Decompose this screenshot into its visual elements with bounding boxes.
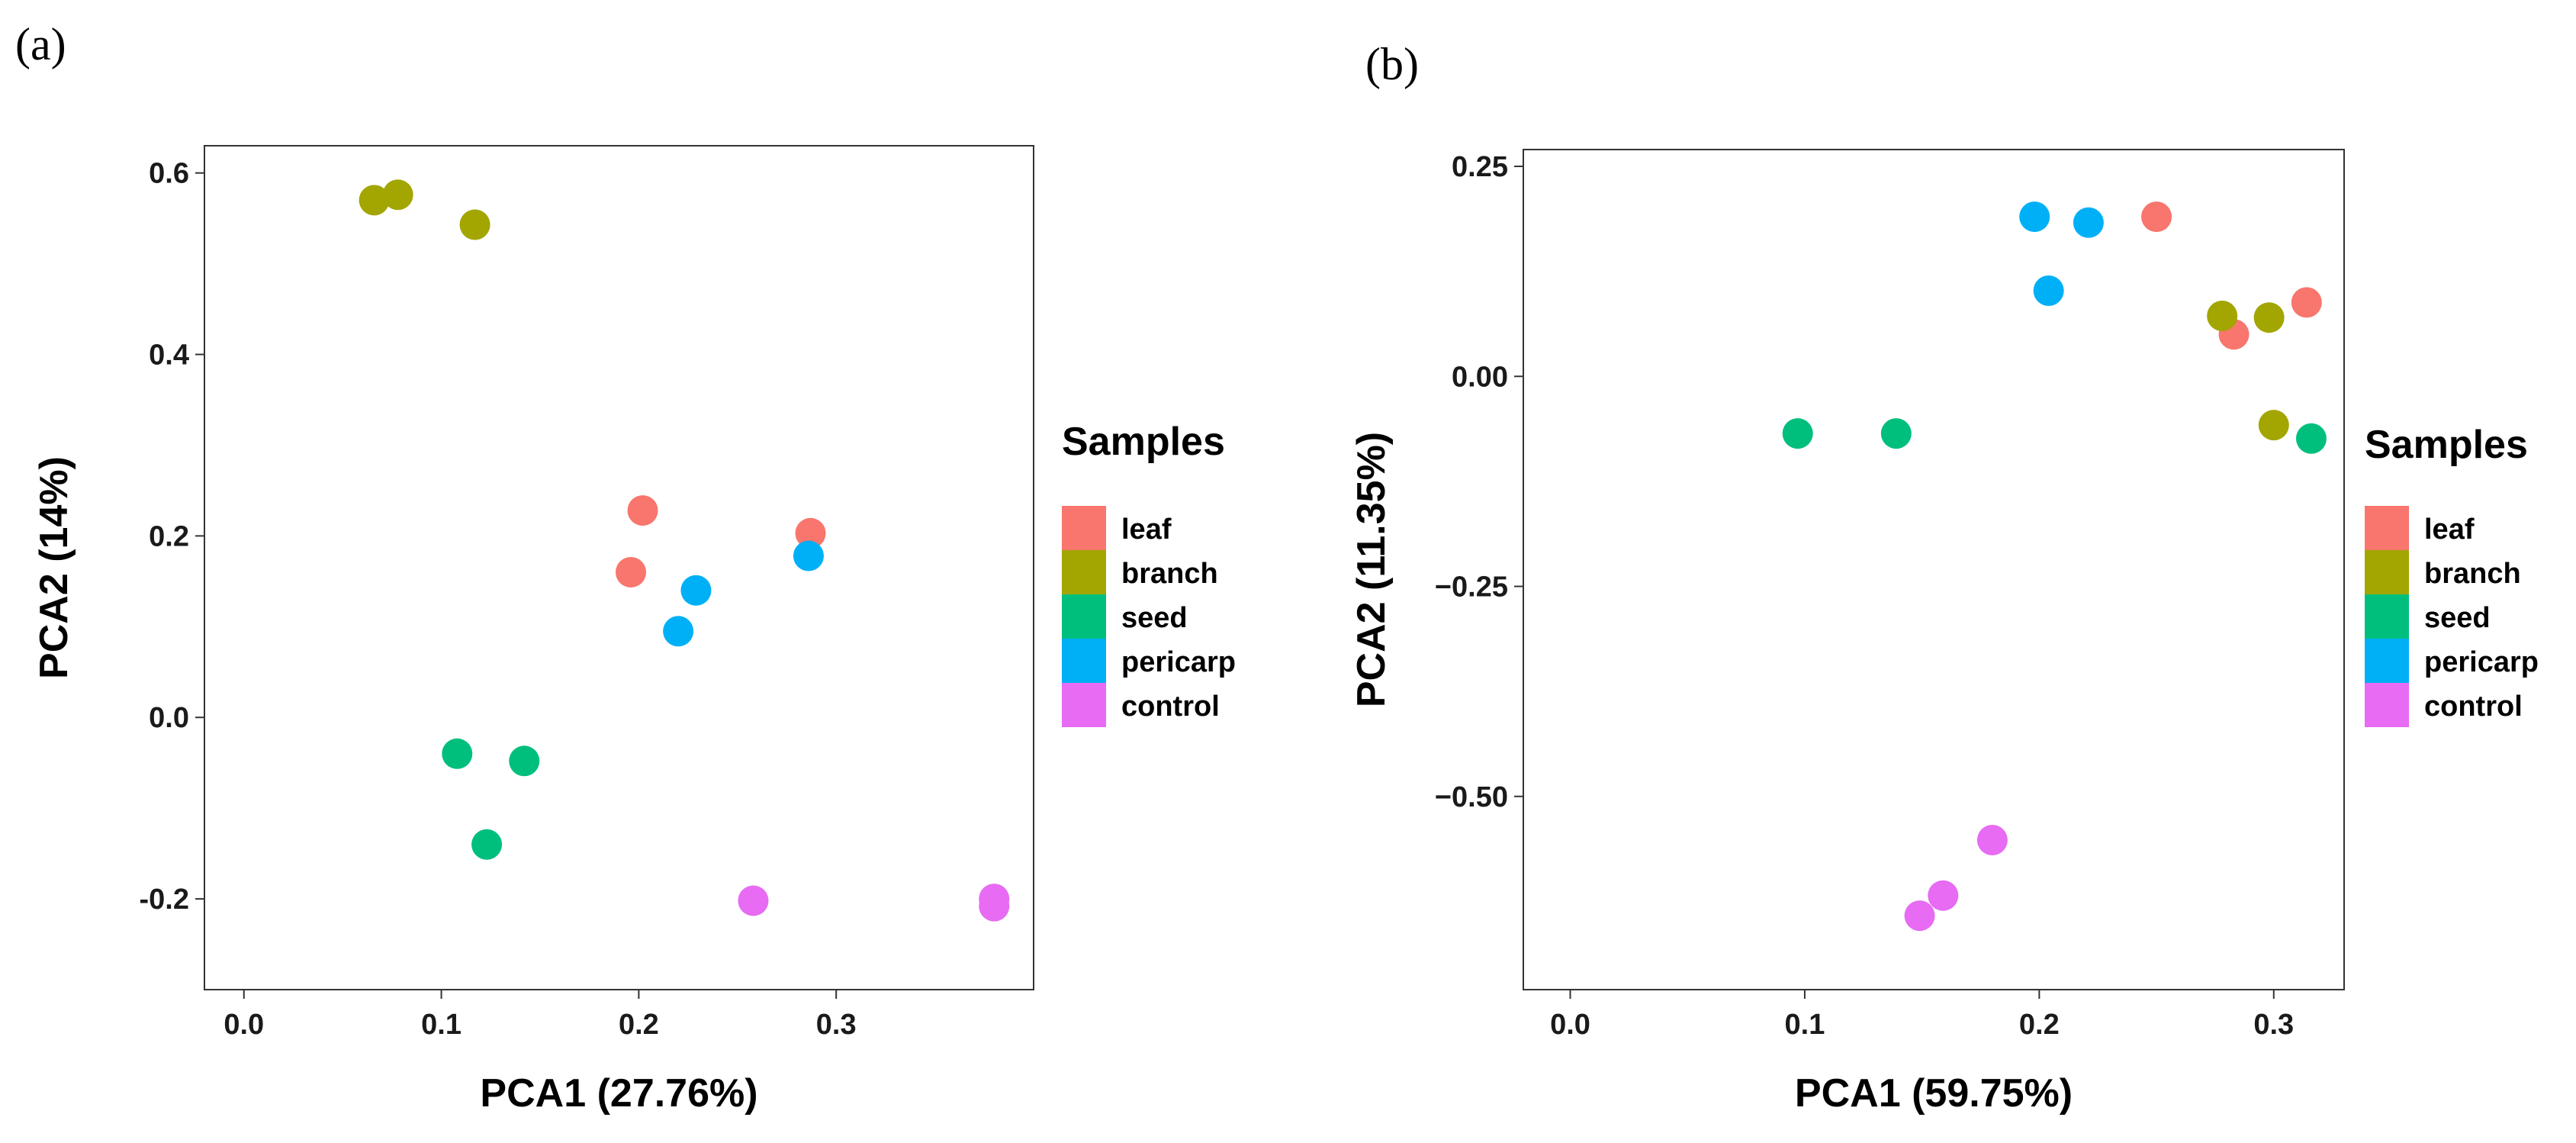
point-control-a: [979, 890, 1010, 922]
chart-b: (b) 0.0 0.1 0.2 0.3 −0.50 −0.25 0.00 0.25 PCA1 (5…: [1349, 39, 2539, 1116]
x-tick-label-a: 0.1: [421, 1009, 461, 1041]
point-control-b: [1976, 825, 2008, 856]
x-tick-label-a: 0.2: [619, 1009, 659, 1041]
y-tick-label-b: −0.25: [1435, 572, 1508, 604]
point-leaf-a: [616, 556, 647, 588]
legend-key-leaf-a: [1062, 506, 1106, 550]
panel-label-a: (a): [15, 19, 66, 69]
point-leaf-b: [2291, 287, 2322, 318]
point-control-a: [738, 885, 769, 916]
legend-key-pericarp-a: [1062, 639, 1106, 683]
x-tick-label-b: 0.3: [2253, 1009, 2294, 1041]
y-tick-label-a: 0.4: [149, 340, 189, 372]
legend-label-seed-a: seed: [1121, 602, 1188, 634]
legend-key-seed-a: [1062, 594, 1106, 639]
y-tick-label-b: −0.50: [1435, 781, 1508, 813]
legend-key-control-a: [1062, 683, 1106, 727]
y-tick-label-b: 0.00: [1452, 361, 1508, 393]
x-axis-title-a: PCA1 (27.76%): [480, 1071, 757, 1116]
legend-label-control-a: control: [1121, 691, 1220, 723]
legend-key-leaf-b: [2365, 506, 2409, 550]
y-tick-label-a: 0.6: [149, 158, 189, 190]
point-leaf-b: [2141, 201, 2172, 233]
x-tick-label-b: 0.1: [1785, 1009, 1825, 1041]
point-pericarp-a: [663, 616, 694, 647]
legend-label-pericarp-b: pericarp: [2424, 646, 2539, 678]
point-pericarp-a: [793, 540, 824, 572]
point-branch-a: [359, 185, 390, 216]
legend-key-branch-b: [2365, 550, 2409, 594]
y-tick-label-a: 0.0: [149, 702, 189, 734]
point-branch-b: [2258, 410, 2289, 441]
point-seed-b: [1782, 418, 1813, 449]
legend-label-control-b: control: [2424, 691, 2523, 723]
y-axis-title-a: PCA2 (14%): [32, 456, 76, 679]
point-seed-a: [509, 745, 540, 777]
legend-key-branch-a: [1062, 550, 1106, 594]
point-control-b: [1928, 880, 1959, 911]
point-pericarp-b: [2019, 201, 2050, 233]
panel-label-b: (b): [1365, 39, 1419, 89]
point-seed-a: [442, 738, 473, 769]
plot-frame-b: [1523, 149, 2345, 990]
legend-label-seed-b: seed: [2424, 602, 2491, 634]
legend-label-branch-a: branch: [1121, 558, 1218, 590]
point-branch-b: [2207, 300, 2238, 331]
point-branch-a: [459, 209, 490, 240]
point-leaf-a: [795, 517, 826, 549]
plot-frame-a: [204, 145, 1034, 990]
point-pericarp-b: [2033, 275, 2064, 306]
point-branch-b: [2253, 302, 2285, 333]
x-tick-label-b: 0.2: [2019, 1009, 2060, 1041]
point-branch-a: [382, 179, 413, 211]
legend-title-a: Samples: [1062, 420, 1225, 464]
y-tick-label-b: 0.25: [1452, 151, 1508, 183]
legend-label-branch-b: branch: [2424, 558, 2521, 590]
legend-label-pericarp-a: pericarp: [1121, 646, 1236, 678]
x-tick-label-a: 0.0: [224, 1009, 264, 1041]
x-axis-title-b: PCA1 (59.75%): [1795, 1071, 2073, 1116]
legend-title-b: Samples: [2365, 423, 2528, 467]
y-axis-title-b: PCA2 (11.35%): [1349, 432, 1394, 707]
y-tick-label-a: -0.2: [140, 884, 189, 916]
y-tick-label-a: 0.2: [149, 520, 189, 552]
x-tick-label-b: 0.0: [1550, 1009, 1590, 1041]
legend-label-leaf-a: leaf: [1121, 514, 1172, 546]
point-pericarp-a: [680, 575, 712, 606]
point-seed-b: [1880, 418, 1912, 449]
chart-a: (a) 0.0 0.1 0.2 0.3 -0.2 0.0 0.2 0.4 0.6 PCA1 (27.…: [15, 19, 1236, 1116]
point-control-b: [1904, 900, 1935, 932]
legend-key-control-b: [2365, 683, 2409, 727]
legend-key-seed-b: [2365, 594, 2409, 639]
point-leaf-a: [627, 495, 658, 526]
point-seed-a: [471, 829, 503, 860]
legend-label-leaf-b: leaf: [2424, 514, 2475, 546]
x-tick-label-a: 0.3: [816, 1009, 857, 1041]
point-pericarp-b: [2073, 207, 2104, 238]
legend-key-pericarp-b: [2365, 639, 2409, 683]
point-seed-b: [2295, 423, 2327, 454]
